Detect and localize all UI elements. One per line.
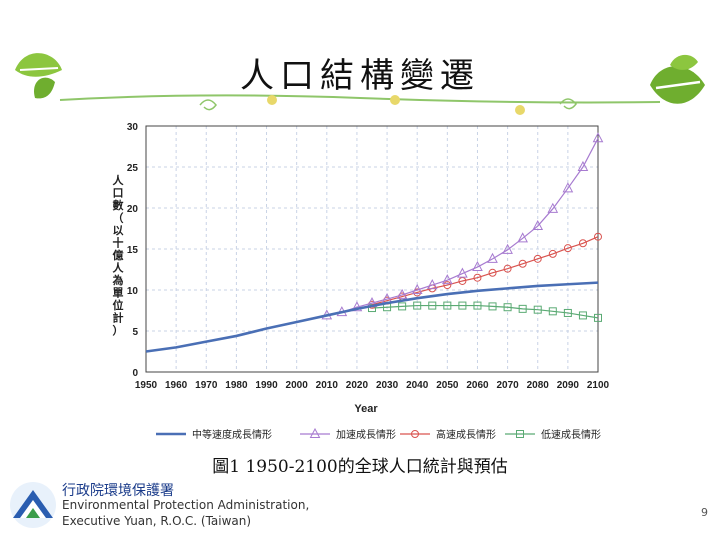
x-tick-label: 2010	[316, 380, 339, 391]
y-tick-label: 0	[132, 368, 138, 379]
header-decoration	[15, 53, 705, 115]
series-line	[145, 281, 599, 353]
y-tick-label: 30	[127, 122, 139, 133]
data-point-circle	[578, 239, 587, 248]
data-point-triangle	[562, 182, 574, 193]
series-line	[326, 138, 599, 317]
flower-icon	[267, 95, 525, 115]
x-tick-label: 2100	[587, 380, 610, 391]
x-tick-label: 1980	[225, 380, 248, 391]
data-point-square	[503, 303, 512, 312]
data-point-square	[473, 301, 482, 310]
data-point-square	[548, 307, 557, 316]
x-tick-label: 2000	[286, 380, 309, 391]
y-tick-label: 25	[127, 163, 139, 174]
x-axis-label: Year	[354, 403, 378, 415]
data-point-circle	[594, 232, 602, 241]
x-tick-label: 2030	[376, 380, 399, 391]
legend-label: 加速成長情形	[336, 428, 396, 441]
x-tick-label: 2020	[346, 380, 369, 391]
data-point-triangle	[577, 160, 589, 171]
data-point-square	[578, 311, 587, 320]
y-axis-label: 人口數（以十億人為單位計）	[113, 173, 125, 337]
data-point-square	[516, 430, 524, 438]
epa-logo-icon	[10, 482, 56, 528]
vine-line	[59, 94, 661, 104]
data-point-circle	[563, 244, 572, 253]
data-point-triangle	[592, 132, 604, 143]
legend-label: 高速成長情形	[436, 428, 496, 441]
data-point-square	[443, 301, 452, 310]
data-point-square	[413, 301, 422, 310]
y-tick-label: 5	[132, 327, 138, 338]
x-tick-label: 2080	[527, 380, 550, 391]
population-chart: 1950 1960 1970 1980 1990 2000 2010 2020 2030 2040…	[113, 122, 610, 441]
y-tick-label: 10	[127, 286, 139, 297]
x-tick-label: 2050	[436, 380, 459, 391]
data-point-triangle	[502, 243, 513, 254]
data-point-circle	[518, 259, 527, 268]
data-point-triangle	[457, 267, 468, 278]
figure-caption: 圖1 1950-2100的全球人口統計與預估	[212, 457, 508, 477]
data-point-triangle	[472, 260, 483, 272]
data-point-square	[488, 302, 497, 311]
data-point-triangle	[309, 427, 321, 438]
leaf-icon-right	[650, 54, 705, 104]
x-tick-label: 2070	[496, 380, 519, 391]
data-point-circle	[443, 281, 452, 290]
data-point-triangle	[487, 252, 498, 263]
data-point-square	[458, 301, 467, 310]
org-name-en-line2: Executive Yuan, R.O.C. (Taiwan)	[62, 514, 252, 528]
data-point-square	[518, 304, 527, 313]
data-point-square	[594, 313, 602, 322]
data-point-square	[398, 302, 407, 311]
data-point-circle	[473, 273, 482, 282]
x-tick-label: 2040	[406, 380, 429, 391]
vine-swirl-left	[199, 99, 217, 111]
y-tick-label: 15	[127, 245, 139, 256]
data-point-triangle	[351, 301, 363, 312]
org-name-en: Environmental Protection Administration,…	[62, 497, 382, 529]
x-tick-label: 1960	[165, 380, 188, 391]
data-point-triangle	[411, 283, 423, 294]
data-point-square	[563, 308, 572, 317]
data-point-circle	[411, 430, 419, 438]
page-title: 人口結構變遷	[240, 56, 480, 96]
plot-frame	[145, 125, 599, 373]
x-tick-label: 1950	[135, 380, 158, 391]
org-name-en-line1: Environmental Protection Administration,	[62, 498, 310, 512]
data-point-triangle	[442, 274, 453, 285]
leaf-icon-left	[15, 53, 62, 99]
data-point-square	[533, 305, 542, 314]
x-tick-label: 1970	[195, 380, 218, 391]
data-point-triangle	[547, 202, 559, 213]
legend-label: 低速成長情形	[541, 428, 601, 441]
x-tick-label: 1990	[255, 380, 278, 391]
series-line	[371, 304, 599, 319]
data-point-circle	[533, 254, 542, 263]
y-tick-label: 20	[127, 204, 139, 215]
data-point-circle	[548, 249, 557, 258]
series-line	[371, 236, 599, 306]
data-point-square	[428, 301, 437, 310]
data-point-triangle	[426, 279, 438, 290]
data-point-triangle	[532, 219, 544, 231]
data-point-circle	[503, 264, 512, 273]
data-point-circle	[488, 268, 497, 277]
legend-label: 中等速度成長情形	[192, 428, 272, 441]
data-point-triangle	[517, 232, 528, 243]
page-number: 9	[701, 506, 708, 519]
x-tick-label: 2060	[466, 380, 489, 391]
vine-swirl-right	[559, 98, 577, 110]
org-name-zh: 行政院環境保護署	[62, 483, 174, 499]
data-point-triangle	[396, 288, 408, 299]
x-tick-label: 2090	[557, 380, 580, 391]
